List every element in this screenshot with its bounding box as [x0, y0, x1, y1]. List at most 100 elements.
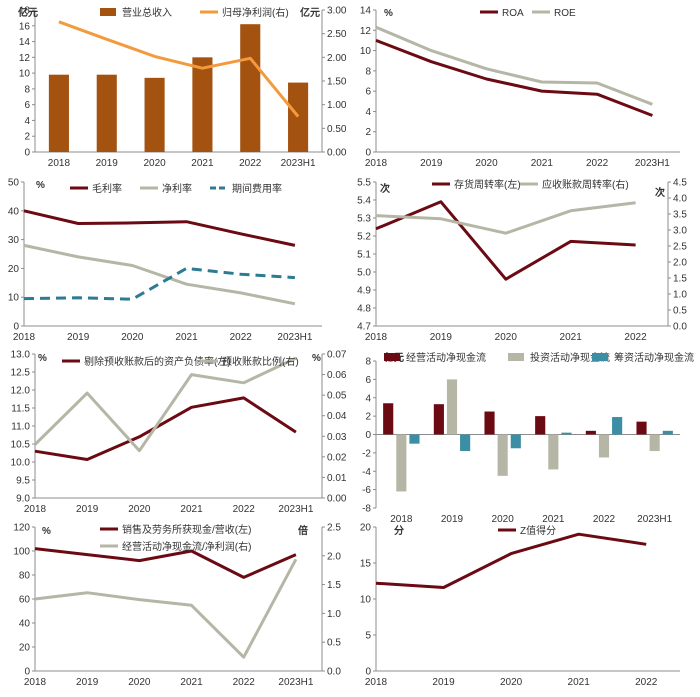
legend-item: 销售及劳务所获现金/营收(左)	[100, 523, 251, 536]
x-tick-label: 2020	[128, 677, 151, 688]
y-tick-label-right: 0.04	[327, 411, 347, 422]
y-tick-label-left: 10.0	[11, 458, 31, 469]
legend-swatch	[508, 353, 524, 361]
y-tick-label-left: 10	[19, 69, 31, 80]
bar-营业总收入	[240, 24, 260, 152]
y-tick-label-left: 10	[8, 293, 20, 304]
bar-筹资活动净现金流	[460, 435, 470, 452]
x-tick-label: 2019	[96, 158, 119, 169]
bar-投资活动净现金流	[498, 435, 508, 476]
y-tick-label-right: 0.07	[327, 350, 347, 361]
y-tick-label-left: 50	[8, 178, 20, 189]
y-tick-label-left: 10	[360, 46, 372, 57]
y-tick-label-left: 80	[19, 571, 31, 582]
legend-item: 应收账款周转率(右)	[520, 178, 629, 191]
bar-营业总收入	[288, 83, 308, 152]
y-tick-label-left: 40	[8, 206, 20, 217]
x-tick-label: 2020	[500, 677, 523, 688]
bar-投资活动净现金流	[650, 435, 660, 452]
chart-p5: 9.09.510.010.511.011.512.012.513.00.000.…	[11, 350, 347, 516]
x-tick-label: 2019	[441, 514, 464, 525]
line-ROA	[376, 40, 652, 115]
y-tick-label-left: 0	[13, 322, 19, 333]
y-tick-label-right: 2.50	[327, 29, 347, 40]
bar-筹资活动净现金流	[511, 435, 521, 449]
y-tick-label-left: 6	[365, 87, 371, 98]
y-tick-label-right: 0.00	[327, 148, 347, 159]
y-tick-label-left: -6	[362, 485, 371, 496]
y-tick-label-left: 14	[360, 6, 372, 17]
y-tick-label-left: 10.5	[11, 440, 31, 451]
y-tick-label-left: 5.3	[357, 214, 371, 225]
y-tick-label-right: 1.50	[327, 77, 347, 88]
y-tick-label-right: 0.06	[327, 370, 347, 381]
y-tick-label-left: -4	[362, 467, 371, 478]
line-归母净利润(右)	[59, 22, 298, 117]
x-tick-label: 2021	[180, 504, 203, 515]
y-tick-label-left: 16	[19, 21, 31, 32]
y-tick-label-right: 0.05	[327, 391, 347, 402]
y-tick-label-left: 100	[13, 547, 30, 558]
chart-p4: 4.74.84.95.05.15.25.35.45.50.00.51.01.52…	[357, 178, 687, 344]
y-tick-label-left: 8	[365, 66, 371, 77]
y-tick-label-left: -8	[362, 504, 371, 515]
legend-item: 净利率	[140, 182, 192, 195]
bar-经营活动净现金流	[484, 412, 494, 435]
y-tick-label-left: 2	[365, 127, 371, 138]
x-tick-label: 2019	[420, 158, 443, 169]
y-tick-label-left: 9.5	[16, 476, 30, 487]
y-tick-label-right: 4.5	[673, 178, 687, 189]
x-tick-label: 2022	[624, 332, 647, 343]
legend-label: ROA	[502, 8, 524, 19]
x-tick-label: 2023H1	[637, 514, 672, 525]
y-tick-label-right: 0.5	[327, 638, 341, 649]
legend-label: 净利率	[162, 182, 192, 195]
y-axis-unit-left: %	[384, 8, 393, 19]
bar-投资活动净现金流	[447, 379, 457, 434]
x-tick-label: 2022	[233, 677, 256, 688]
bar-筹资活动净现金流	[663, 431, 673, 435]
line-毛利率	[24, 211, 295, 246]
x-tick-label: 2018	[13, 332, 36, 343]
y-tick-label-left: 11.0	[11, 422, 30, 433]
legend-label: 销售及劳务所获现金/营收(左)	[122, 523, 251, 536]
bar-经营活动净现金流	[586, 431, 596, 435]
y-tick-label-right: 0.03	[327, 432, 347, 443]
y-tick-label-right: 2.0	[327, 551, 341, 562]
y-axis-unit-right: %	[312, 353, 321, 364]
y-tick-label-left: 6	[365, 375, 371, 386]
y-tick-label-left: -2	[362, 448, 371, 459]
x-tick-label: 2023H1	[277, 332, 312, 343]
y-tick-label-left: 5.5	[357, 178, 371, 189]
legend-label: Z值得分	[520, 524, 556, 537]
y-tick-label-left: 10	[360, 595, 372, 606]
y-tick-label-right: 1.5	[673, 274, 687, 285]
y-tick-label-left: 0	[365, 148, 371, 159]
y-tick-label-right: 1.0	[327, 609, 341, 620]
y-tick-label-left: 40	[19, 619, 31, 630]
legend-swatch	[592, 353, 608, 361]
line-经营活动净现金流/净利润(右)	[35, 559, 296, 657]
bar-投资活动净现金流	[548, 435, 558, 470]
x-tick-label: 2020	[121, 332, 144, 343]
y-tick-label-right: 3.5	[673, 210, 687, 221]
y-axis-unit-right: 亿元	[300, 6, 320, 19]
x-tick-label: 2020	[492, 514, 515, 525]
y-tick-label-left: 120	[13, 523, 30, 534]
legend-label: 经营活动净现金流/净利润(右)	[122, 540, 251, 553]
y-tick-label-left: 12	[360, 26, 372, 37]
y-axis-unit-left: %	[36, 180, 45, 191]
legend-label: 期间费用率	[232, 182, 282, 195]
y-axis-unit-left: 分	[394, 524, 404, 537]
y-axis-unit-left: %	[42, 526, 51, 537]
y-axis-unit-right: 倍	[298, 524, 308, 537]
x-tick-label: 2019	[76, 504, 99, 515]
x-tick-label: 2022	[635, 677, 658, 688]
y-tick-label-left: 0	[365, 430, 371, 441]
y-tick-label-left: 14	[19, 37, 31, 48]
y-tick-label-left: 0	[24, 148, 30, 159]
